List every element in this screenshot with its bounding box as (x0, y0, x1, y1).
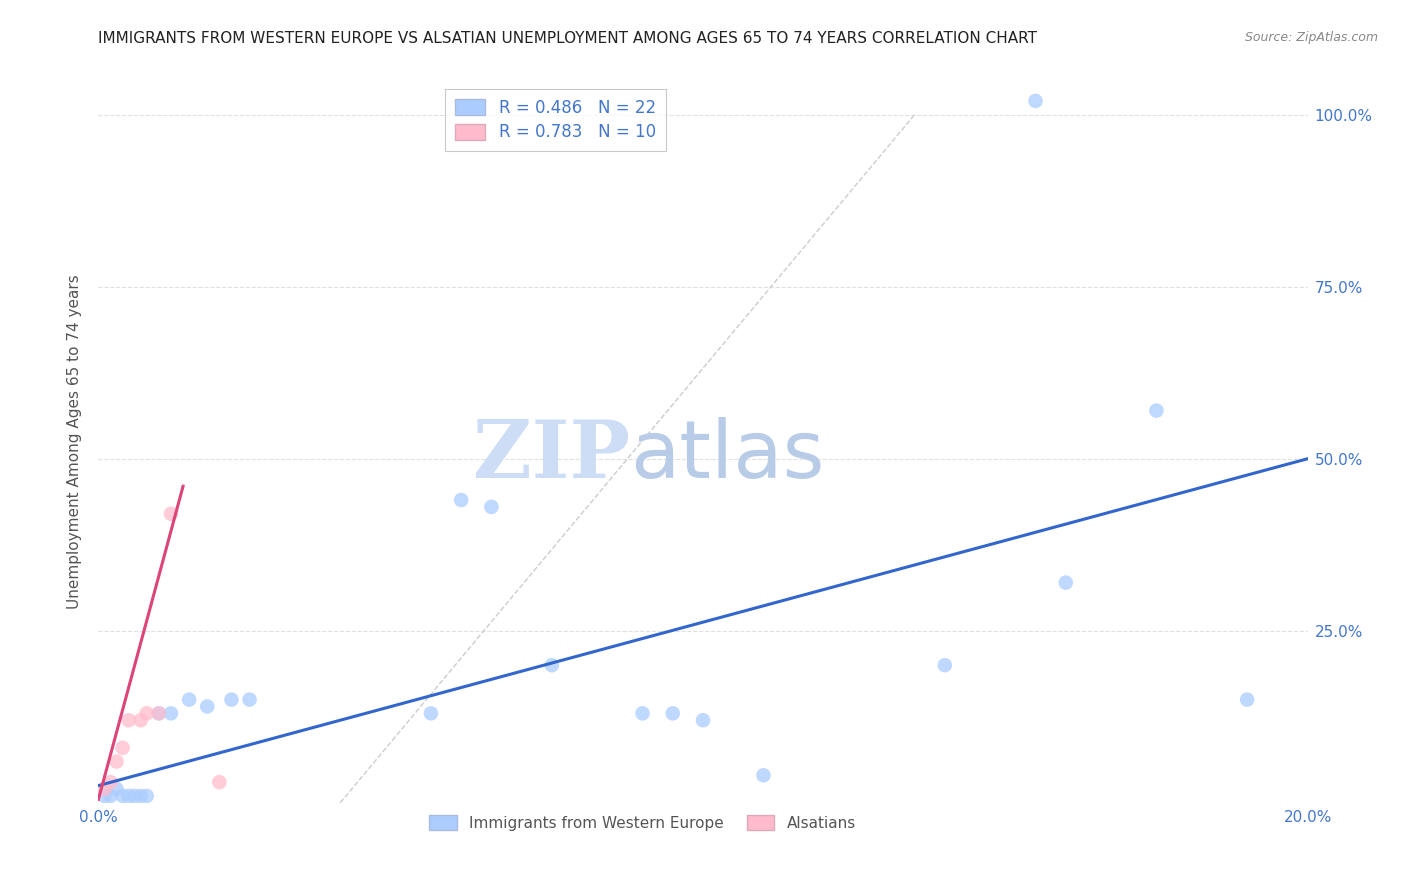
Point (111, 789, 134, 803)
Point (752, 768, 775, 782)
Point (450, 493, 472, 508)
Point (129, 789, 152, 803)
Point (105, 782, 128, 797)
Point (631, 706, 654, 721)
Legend: Immigrants from Western Europe, Alsatians: Immigrants from Western Europe, Alsatian… (422, 808, 863, 838)
Point (195, 699, 218, 714)
Point (1054, 575, 1077, 590)
Y-axis label: Unemployment Among Ages 65 to 74 years: Unemployment Among Ages 65 to 74 years (67, 274, 83, 609)
Point (160, 706, 183, 721)
Text: atlas: atlas (630, 417, 825, 495)
Point (692, 713, 714, 727)
Point (221, 692, 243, 706)
Point (148, 706, 170, 721)
Point (934, 658, 956, 673)
Point (118, 789, 141, 803)
Point (124, 789, 146, 803)
Point (135, 706, 157, 721)
Point (93, 789, 115, 803)
Point (208, 775, 231, 789)
Point (1144, 403, 1167, 417)
Point (540, 658, 562, 673)
Point (93, 782, 115, 797)
Point (160, 507, 183, 521)
Text: IMMIGRANTS FROM WESTERN EUROPE VS ALSATIAN UNEMPLOYMENT AMONG AGES 65 TO 74 YEAR: IMMIGRANTS FROM WESTERN EUROPE VS ALSATI… (98, 31, 1038, 46)
Point (129, 713, 152, 727)
Point (1024, 94, 1046, 108)
Point (148, 706, 170, 721)
Point (179, 692, 201, 706)
Point (1236, 692, 1258, 706)
Point (420, 706, 443, 721)
Text: Source: ZipAtlas.com: Source: ZipAtlas.com (1244, 31, 1378, 45)
Point (661, 706, 683, 721)
Point (111, 740, 134, 755)
Point (100, 775, 122, 789)
Point (135, 789, 157, 803)
Point (100, 789, 122, 803)
Point (118, 713, 141, 727)
Point (481, 500, 503, 514)
Text: ZIP: ZIP (474, 417, 630, 495)
Point (239, 692, 262, 706)
Point (105, 755, 128, 769)
